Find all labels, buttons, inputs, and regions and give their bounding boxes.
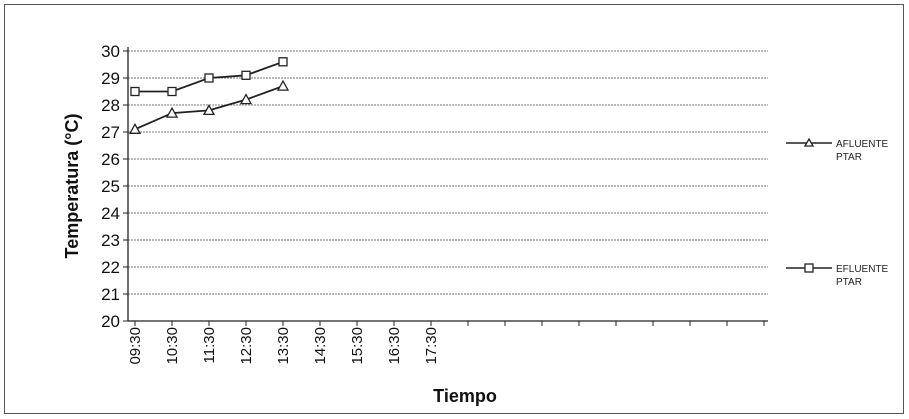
axes: [127, 47, 768, 322]
x-tick-label: 12:30: [238, 327, 255, 365]
legend-label-efluente-2: PTAR: [836, 277, 862, 288]
data-point-square: [167, 86, 177, 97]
legend-label-efluente-1: EFLUENTE: [836, 264, 889, 275]
data-point-triangle: [202, 104, 216, 116]
data-point-triangle: [165, 106, 179, 118]
x-tick-label: 16:30: [386, 327, 403, 365]
gridlines: [128, 50, 768, 295]
x-tick-label: 15:30: [349, 327, 366, 365]
series-efluente: [130, 57, 288, 97]
y-tick-label: 20: [101, 312, 120, 331]
y-tick-label: 30: [101, 42, 120, 61]
y-tick-label: 28: [101, 96, 120, 115]
chart-frame: [4, 4, 904, 414]
y-tick-label: 25: [101, 177, 120, 196]
legend: AFLUENTE PTAR EFLUENTE PTAR: [786, 137, 889, 288]
x-tick-label: 14:30: [312, 327, 329, 365]
y-tick-label: 21: [101, 285, 120, 304]
legend-entry-efluente: EFLUENTE PTAR: [786, 263, 889, 288]
series-afluente: [128, 79, 290, 134]
data-point-square: [278, 57, 288, 67]
legend-label-afluente-1: AFLUENTE: [836, 139, 889, 150]
x-tick-label: 10:30: [164, 327, 181, 365]
data-point-square: [130, 86, 140, 97]
legend-square-marker: [804, 263, 814, 273]
data-point-triangle: [276, 79, 290, 91]
x-tick-label: 17:30: [423, 327, 440, 365]
legend-triangle-marker: [803, 137, 815, 147]
x-axis-title: Tiempo: [433, 386, 497, 406]
y-tick-label: 22: [101, 258, 120, 277]
y-tick-label: 29: [101, 69, 120, 88]
y-axis-title: Temperatura (°C): [62, 114, 82, 259]
y-tick-label: 26: [101, 150, 120, 169]
series-group: [128, 57, 290, 134]
y-tick-label: 23: [101, 231, 120, 250]
data-point-square: [241, 70, 251, 80]
x-tick-label: 11:30: [201, 327, 218, 363]
data-point-square: [204, 73, 214, 83]
legend-entry-afluente: AFLUENTE PTAR: [786, 137, 889, 163]
y-tick-labels: 20 21 22 23 24 25 26 27 28 29 30: [101, 42, 128, 331]
y-tick-label: 24: [101, 204, 120, 223]
y-tick-label: 27: [101, 123, 120, 142]
legend-label-afluente-2: PTAR: [836, 152, 862, 163]
x-tick-label: 13:30: [275, 327, 292, 365]
x-tick-labels: 09:30 10:30 11:30 12:30 13:30 14:30 15:30 16:30…: [127, 321, 765, 365]
data-point-triangle: [128, 122, 142, 134]
x-tick-label: 09:30: [127, 327, 144, 365]
data-point-triangle: [239, 93, 253, 105]
